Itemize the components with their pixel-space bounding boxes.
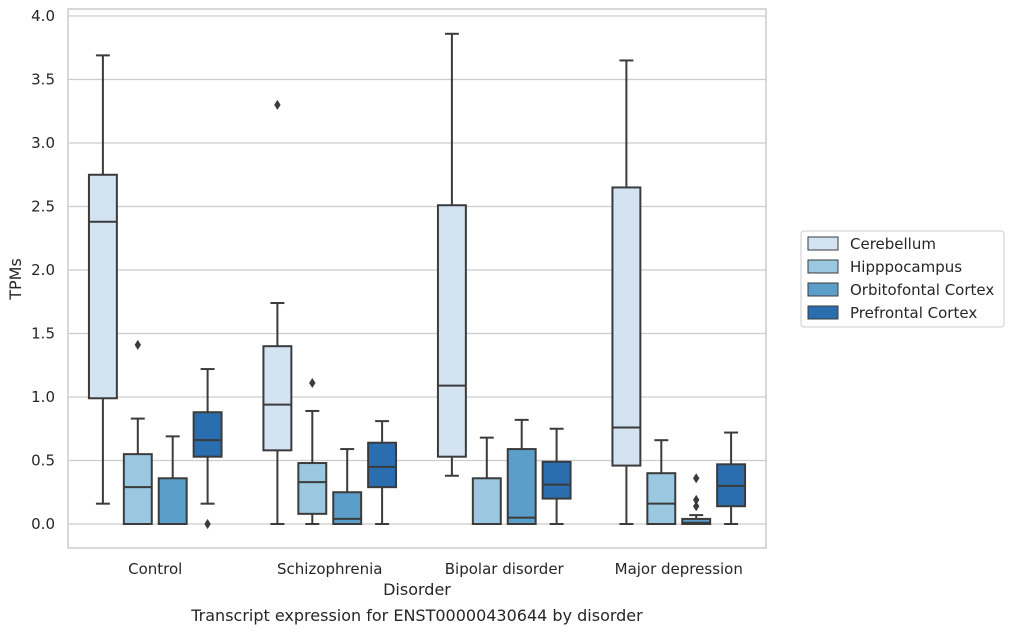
box-prefrontal-cortex-3 bbox=[716, 431, 747, 525]
outlier-point bbox=[134, 339, 141, 350]
x-axis-label: Disorder bbox=[383, 580, 451, 599]
box-prefrontal-cortex-0 bbox=[192, 368, 223, 529]
box-hipppocampus-3 bbox=[646, 439, 677, 526]
box-iqr bbox=[157, 477, 188, 525]
legend-label: Cerebellum bbox=[850, 235, 936, 253]
outlier-point bbox=[309, 378, 316, 389]
x-tick-label: Bipolar disorder bbox=[445, 560, 565, 578]
y-tick-label: 3.0 bbox=[31, 134, 55, 152]
box-iqr bbox=[681, 517, 712, 525]
box-iqr bbox=[611, 186, 642, 467]
box-hipppocampus-2 bbox=[471, 436, 502, 525]
box-orbitofontal-cortex-3 bbox=[681, 473, 712, 525]
box-prefrontal-cortex-2 bbox=[541, 427, 572, 525]
box-hipppocampus-1 bbox=[297, 378, 328, 525]
x-tick-label: Control bbox=[128, 560, 182, 578]
box-plot-chart: 0.0 0.5 1.0 1.5 2.0 2.5 3.0 3.5 4.0 Control Schiz… bbox=[6, 7, 1005, 599]
outlier-point bbox=[693, 501, 700, 512]
box-cerebellum-2 bbox=[436, 32, 467, 477]
outlier-point bbox=[274, 99, 281, 110]
box-iqr bbox=[471, 477, 502, 525]
legend-label: Orbitofontal Cortex bbox=[850, 281, 994, 299]
outlier-point bbox=[204, 519, 211, 529]
box-cerebellum-1 bbox=[262, 99, 293, 525]
y-tick-label: 1.0 bbox=[31, 388, 55, 406]
box-iqr bbox=[122, 453, 153, 525]
legend-swatch bbox=[807, 305, 839, 320]
y-axis-label: TPMs bbox=[6, 258, 25, 301]
box-iqr bbox=[192, 411, 223, 458]
box-iqr bbox=[87, 173, 118, 400]
y-tick-label: 1.5 bbox=[31, 325, 55, 343]
x-tick-label: Major depression bbox=[615, 560, 743, 578]
legend-swatch bbox=[807, 259, 839, 274]
box-iqr bbox=[297, 462, 328, 515]
legend-swatch bbox=[807, 236, 839, 251]
y-tick-label: 3.5 bbox=[31, 71, 55, 89]
box-orbitofontal-cortex-1 bbox=[332, 448, 363, 525]
box-prefrontal-cortex-1 bbox=[367, 420, 398, 525]
x-tick-label: Schizophrenia bbox=[277, 560, 382, 578]
plot-frame bbox=[67, 8, 767, 549]
box-iqr bbox=[436, 204, 467, 458]
box-iqr bbox=[646, 472, 677, 526]
chart-caption: Transcript expression for ENST0000043064… bbox=[191, 606, 643, 625]
box-cerebellum-0 bbox=[87, 54, 118, 505]
box-orbitofontal-cortex-2 bbox=[506, 418, 537, 526]
box-iqr bbox=[541, 460, 572, 500]
y-axis-ticks: 0.0 0.5 1.0 1.5 2.0 2.5 3.0 3.5 4.0 bbox=[31, 7, 55, 533]
legend-frame bbox=[800, 230, 1005, 328]
boxes bbox=[87, 32, 747, 529]
outlier-point bbox=[693, 473, 700, 484]
y-tick-label: 2.0 bbox=[31, 261, 55, 279]
box-cerebellum-3 bbox=[611, 59, 642, 525]
y-tick-label: 0.0 bbox=[31, 515, 55, 533]
y-tick-label: 4.0 bbox=[31, 7, 55, 25]
box-orbitofontal-cortex-0 bbox=[157, 435, 188, 525]
outlier-point bbox=[693, 494, 700, 505]
box-hipppocampus-0 bbox=[122, 339, 153, 525]
box-iqr bbox=[506, 448, 537, 526]
y-tick-label: 2.5 bbox=[31, 198, 55, 216]
legend-swatch bbox=[807, 282, 839, 297]
gridlines bbox=[68, 15, 766, 525]
legend: Cerebellum Hipppocampus Orbitofontal Corte… bbox=[800, 230, 1005, 328]
box-iqr bbox=[262, 345, 293, 452]
x-axis-ticks: Control Schizophrenia Bipolar disorder Majo… bbox=[128, 560, 743, 578]
box-iqr bbox=[367, 441, 398, 489]
legend-label: Hipppocampus bbox=[850, 258, 962, 276]
legend-label: Prefrontal Cortex bbox=[850, 304, 977, 322]
y-tick-label: 0.5 bbox=[31, 452, 55, 470]
